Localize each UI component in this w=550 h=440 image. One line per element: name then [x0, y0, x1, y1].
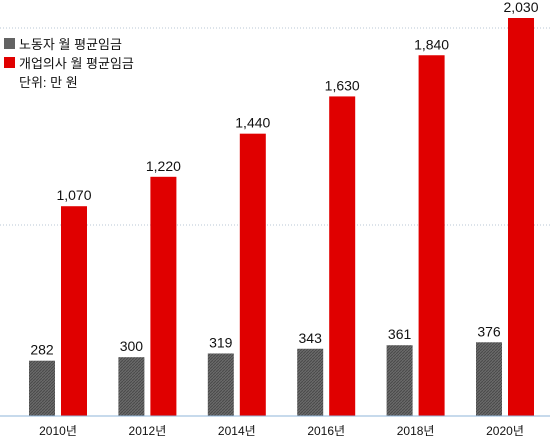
- data-label-doctors: 2,030: [503, 0, 538, 15]
- legend-swatch-workers: [4, 38, 15, 49]
- bar-doctors: [418, 55, 445, 417]
- legend-label-doctors: 개업의사 월 평균임금: [19, 56, 134, 71]
- bar-workers: [118, 357, 145, 416]
- data-label-workers: 361: [388, 326, 412, 342]
- data-label-doctors: 1,070: [56, 187, 91, 203]
- legend-item-doctors: 개업의사 월 평균임금: [4, 53, 134, 72]
- legend-item-workers: 노동자 월 평균임금: [4, 34, 134, 53]
- data-label-workers: 343: [299, 330, 323, 346]
- bar-doctors: [150, 176, 177, 416]
- bar-workers: [29, 360, 55, 416]
- bars: [29, 18, 534, 417]
- x-tick-label: 2018년: [397, 424, 435, 438]
- x-tick-label: 2016년: [307, 424, 345, 438]
- data-label-doctors: 1,630: [325, 77, 360, 93]
- bar-doctors: [239, 133, 266, 417]
- legend-label-workers: 노동자 월 평균임금: [19, 37, 122, 52]
- data-label-workers: 282: [30, 342, 54, 358]
- x-tick-label: 2020년: [486, 424, 524, 438]
- x-tick-label: 2012년: [129, 424, 167, 438]
- data-label-doctors: 1,840: [414, 36, 449, 52]
- bar-workers: [207, 353, 234, 416]
- bar-doctors: [329, 96, 356, 416]
- data-label-doctors: 1,440: [235, 115, 270, 131]
- data-label-workers: 376: [477, 323, 501, 339]
- data-label-workers: 319: [209, 334, 233, 350]
- bar-doctors: [61, 206, 87, 416]
- bar-workers: [476, 342, 502, 416]
- bar-doctors: [508, 18, 534, 416]
- data-label-workers: 300: [120, 338, 144, 354]
- bar-workers: [386, 345, 413, 416]
- data-labels: 282 1,070 300 1,220 319 1,440 343 1,630 361 1,840…: [30, 0, 538, 358]
- data-label-doctors: 1,220: [146, 158, 181, 174]
- bar-workers: [297, 348, 324, 416]
- x-tick-labels: 2010년 2012년 2014년 2016년 2018년 2020년: [39, 424, 524, 438]
- legend-swatch-doctors: [4, 57, 15, 68]
- legend: 노동자 월 평균임금 개업의사 월 평균임금 단위: 만 원: [4, 34, 134, 91]
- unit-note: 단위: 만 원: [19, 75, 78, 90]
- x-tick-label: 2010년: [39, 424, 77, 438]
- x-tick-label: 2014년: [218, 424, 256, 438]
